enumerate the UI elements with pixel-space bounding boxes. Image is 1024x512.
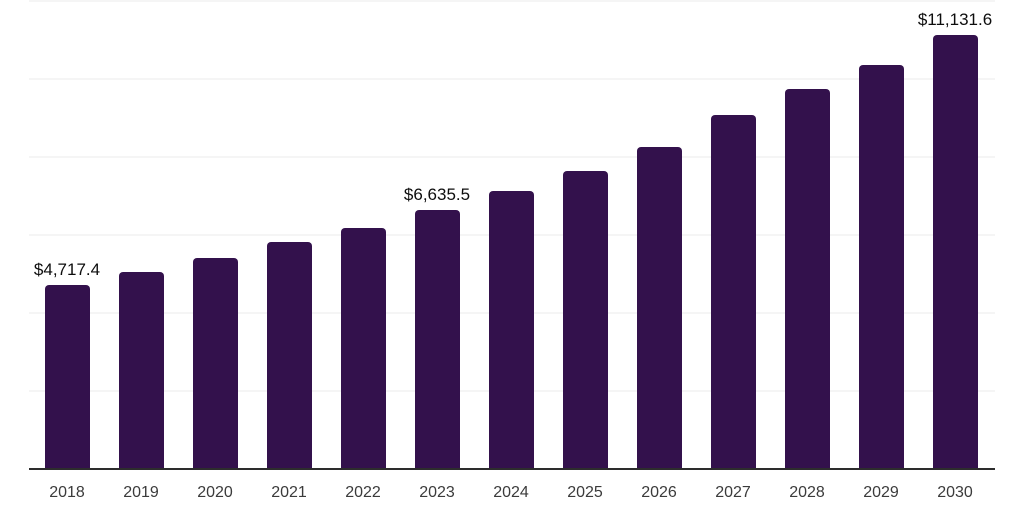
x-tick-2028: 2028 [789, 484, 825, 501]
bar-2029 [858, 64, 904, 469]
bar-2021 [266, 241, 312, 469]
x-tick-2019: 2019 [123, 484, 159, 501]
x-tick-2027: 2027 [715, 484, 751, 501]
plot-area: $4,717.4 $6,635.5 $11,131.6 [29, 0, 995, 470]
data-label-2030: $11,131.6 [917, 9, 993, 29]
x-tick-2021: 2021 [271, 484, 307, 501]
data-label-2023: $6,635.5 [403, 185, 471, 205]
bar-2022 [340, 227, 386, 469]
gridline-12000 [29, 0, 995, 2]
x-axis-labels: 2018 2019 2020 2021 2022 2023 2024 2025 2026 2027… [0, 483, 1024, 505]
bar-2026 [636, 147, 682, 469]
gridline-10000 [29, 78, 995, 80]
x-tick-2024: 2024 [493, 484, 529, 501]
gridline-8000 [29, 156, 995, 158]
x-tick-2018: 2018 [49, 484, 85, 501]
x-tick-2026: 2026 [641, 484, 677, 501]
bar-2023 [414, 210, 460, 469]
bar-2020 [192, 258, 238, 469]
x-tick-2023: 2023 [419, 484, 455, 501]
x-tick-2029: 2029 [863, 484, 899, 501]
bar-2030 [932, 34, 978, 469]
x-axis-line [29, 468, 995, 470]
x-tick-2030: 2030 [937, 484, 973, 501]
x-tick-2025: 2025 [567, 484, 603, 501]
x-tick-2020: 2020 [197, 484, 233, 501]
x-tick-2022: 2022 [345, 484, 381, 501]
data-label-2018: $4,717.4 [33, 260, 101, 280]
bar-2019 [118, 272, 164, 469]
bar-2018 [44, 285, 90, 469]
bar-2025 [562, 170, 608, 469]
bar-2024 [488, 190, 534, 469]
bar-2028 [784, 88, 830, 469]
bar-2027 [710, 114, 756, 469]
